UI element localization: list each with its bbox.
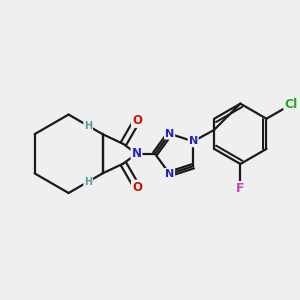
Text: H: H [84, 177, 92, 187]
Text: H: H [84, 121, 92, 131]
Text: Cl: Cl [284, 98, 298, 111]
Text: N: N [131, 147, 142, 160]
Text: N: N [189, 136, 198, 146]
Text: N: N [165, 129, 174, 139]
Text: O: O [132, 114, 142, 127]
Text: O: O [132, 181, 142, 194]
Text: F: F [236, 182, 244, 195]
Text: N: N [165, 169, 174, 179]
